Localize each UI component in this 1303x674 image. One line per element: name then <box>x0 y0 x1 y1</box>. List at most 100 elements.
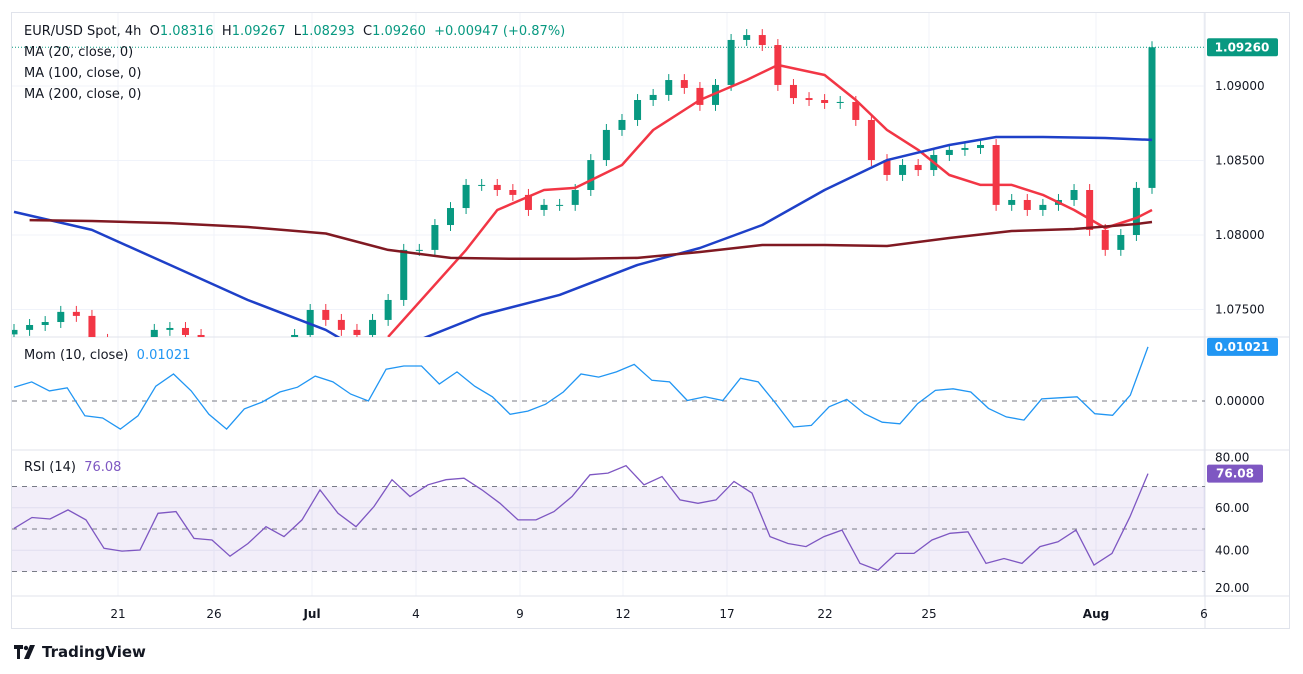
rsi-legend[interactable]: RSI (14) 76.08 <box>24 460 121 476</box>
price-tick-label: 1.08500 <box>1215 154 1265 168</box>
candle-body <box>587 160 595 191</box>
time-tick-label: 26 <box>206 607 221 621</box>
price-tick-label: 1.09000 <box>1215 79 1265 93</box>
rsi-label: RSI (14) <box>24 460 76 475</box>
tradingview-icon <box>14 645 35 659</box>
price-tick-label: 1.08000 <box>1215 228 1265 242</box>
candle-body <box>337 319 345 330</box>
candle-body <box>571 190 579 205</box>
candle-body <box>914 164 922 171</box>
rsi-badge-label: 76.08 <box>1216 467 1254 481</box>
close-value: 1.09260 <box>372 24 426 39</box>
momentum-line <box>13 346 1149 431</box>
high-value: 1.09267 <box>231 24 286 39</box>
time-tick-label: Jul <box>302 607 320 621</box>
candle-body <box>634 100 642 120</box>
last-price-badge <box>1207 38 1278 57</box>
close-label: C <box>363 24 373 39</box>
candle-body <box>1132 187 1140 235</box>
candle-body <box>1008 199 1016 205</box>
candle-body <box>197 334 205 337</box>
candle-body <box>415 249 423 251</box>
chart-frame <box>11 12 1290 629</box>
candle-body <box>493 184 501 191</box>
momentum-badge-label: 0.01021 <box>1215 340 1270 354</box>
time-tick-label: 21 <box>110 607 125 621</box>
candle-body <box>556 204 564 206</box>
price-pane <box>12 29 1205 360</box>
candle-body <box>524 194 532 210</box>
candle-body <box>977 145 985 148</box>
time-tick-label: 6 <box>1200 607 1208 621</box>
candle-body <box>1101 229 1109 250</box>
ma200-line <box>29 218 1153 261</box>
candle-body <box>72 311 80 316</box>
candle-body <box>727 39 735 85</box>
candle-body <box>57 311 65 323</box>
candle-body <box>446 208 454 226</box>
last-price-label: 1.09260 <box>1215 40 1270 54</box>
candle-body <box>680 80 688 88</box>
ma100-legend[interactable]: MA (100, close, 0) <box>24 66 142 81</box>
price-tick-label: 1.07500 <box>1215 303 1265 317</box>
candle-body <box>1070 190 1078 200</box>
candle-body <box>618 119 626 130</box>
candle-body <box>478 184 486 186</box>
time-tick-label: 4 <box>412 607 420 621</box>
candle-body <box>899 164 907 175</box>
candle-body <box>88 315 96 337</box>
time-tick-label: Aug <box>1083 607 1109 621</box>
momentum-label: Mom (10, close) <box>24 348 129 363</box>
candle-body <box>540 204 548 210</box>
rsi-value: 76.08 <box>84 460 122 475</box>
momentum-value: 0.01021 <box>136 348 191 363</box>
candle-body <box>1039 204 1047 210</box>
candle-body <box>1086 190 1094 230</box>
grid <box>12 13 1205 596</box>
rsi-pane <box>13 464 1149 571</box>
ma20-legend[interactable]: MA (20, close, 0) <box>24 45 134 60</box>
candle-body <box>883 160 891 175</box>
rsi-band <box>12 486 1205 572</box>
candle-body <box>1148 47 1156 188</box>
candle-body <box>181 327 189 335</box>
symbol-title[interactable]: EUR/USD Spot, 4h <box>24 24 142 39</box>
candle-body <box>665 80 673 95</box>
candle-body <box>509 190 517 195</box>
candle-body <box>462 184 470 209</box>
candle-body <box>104 340 111 345</box>
candle-body <box>353 329 361 335</box>
momentum-tick-label: 0.00000 <box>1215 394 1265 408</box>
candle-body <box>229 355 236 360</box>
candle-body <box>712 84 720 105</box>
candle-body <box>291 334 299 337</box>
high-label: H <box>221 24 232 39</box>
candle-body <box>276 345 283 346</box>
momentum-legend[interactable]: Mom (10, close) 0.01021 <box>24 348 190 364</box>
time-tick-label: 17 <box>719 607 734 621</box>
open-value: 1.08316 <box>159 24 214 39</box>
low-value: 1.08293 <box>300 24 355 39</box>
rsi-line <box>13 464 1149 571</box>
candle-body <box>649 94 657 101</box>
candle-body <box>369 319 377 335</box>
candle-body <box>400 249 408 300</box>
candle-body <box>852 101 860 120</box>
change-value: +0.00947 (+0.87%) <box>434 24 566 39</box>
tradingview-logo[interactable]: TradingView <box>14 643 146 661</box>
brand-name: TradingView <box>42 643 146 661</box>
rsi-tick-label: 60.00 <box>1215 501 1249 515</box>
time-tick-label: 25 <box>921 607 936 621</box>
ma200-legend[interactable]: MA (200, close, 0) <box>24 87 142 102</box>
open-label: O <box>149 24 160 39</box>
candle-body <box>992 145 1000 205</box>
candle-body <box>260 345 267 355</box>
candle-body <box>1117 235 1125 250</box>
candle-body <box>166 327 174 330</box>
momentum-pane <box>12 346 1205 431</box>
candle-body <box>150 329 158 337</box>
rsi-badge <box>1207 464 1263 483</box>
candle-body <box>758 35 766 46</box>
rsi-tick-label: 20.00 <box>1215 581 1249 595</box>
